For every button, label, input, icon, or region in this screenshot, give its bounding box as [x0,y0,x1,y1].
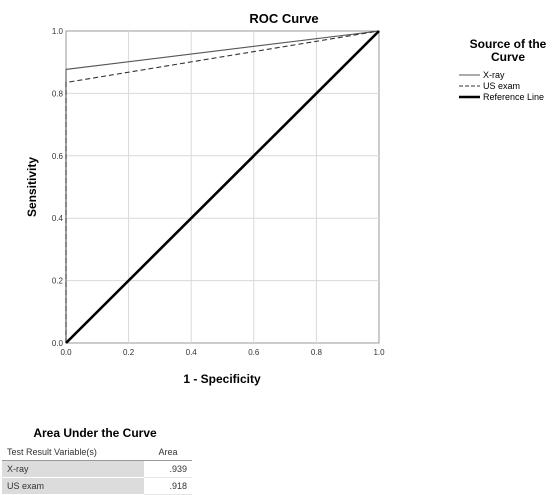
grid [66,31,379,343]
auc-table-title: Area Under the Curve [33,426,157,440]
y-tick-label: 0.8 [52,89,64,98]
y-tick-label: 0.2 [52,277,64,286]
tick-labels: 0.0 0.2 0.4 0.6 0.8 1.0 0.0 0.2 0.4 0.6 0.8 1.0 [52,27,385,357]
legend-title-line-1: Source of the [470,37,547,51]
roc-chart: ROC Curve 0.0 0.2 0.4 0.6 0.8 1.0 0.0 0.2 0.4 0.6… [25,11,547,386]
series-line-reference-line [65,30,380,344]
x-tick-label: 0.6 [248,348,260,357]
auc-row-area: .918 [144,477,192,495]
legend-title-line-2: Curve [491,50,525,64]
auc-col-area-header: Area [144,444,192,461]
x-tick-label: 0.8 [311,348,323,357]
auc-row-area: .939 [144,460,192,478]
y-tick-label: 0.0 [52,339,64,348]
y-tick-label: 0.6 [52,152,64,161]
x-tick-label: 0.0 [60,348,72,357]
legend-label: US exam [483,81,520,91]
x-tick-label: 0.2 [123,348,135,357]
auc-col-variable-header: Test Result Variable(s) [2,444,144,461]
chart-title: ROC Curve [249,11,318,26]
table-row: X-ray .939 [2,460,192,478]
auc-table-header-row: Test Result Variable(s) Area [2,444,192,461]
legend-label: X-ray [483,70,505,80]
y-axis-title: Sensitivity [25,157,39,217]
legend-label: Reference Line [483,92,544,102]
series-line-us-exam [65,30,380,343]
x-tick-label: 0.4 [186,348,198,357]
x-tick-label: 1.0 [373,348,385,357]
table-row: US exam .918 [2,477,192,495]
series-lines [65,30,380,344]
y-tick-label: 0.4 [52,214,64,223]
x-axis-title: 1 - Specificity [183,372,261,386]
auc-row-label: US exam [2,477,144,495]
auc-row-label: X-ray [2,460,144,478]
y-tick-label: 1.0 [52,27,64,36]
auc-table: Test Result Variable(s) Area X-ray .939 … [2,444,192,495]
